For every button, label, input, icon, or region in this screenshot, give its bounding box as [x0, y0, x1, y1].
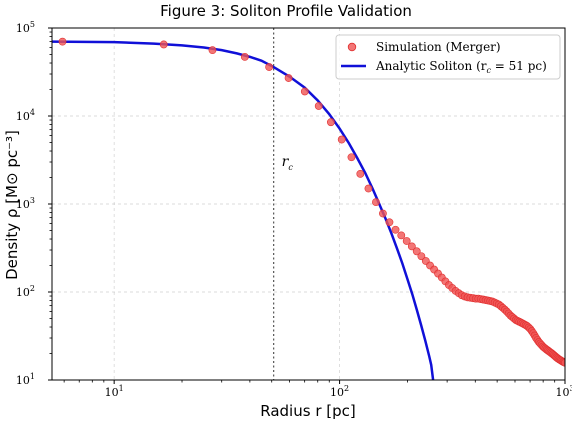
y-axis-label: Density ρ [M⊙ pc⁻³] [3, 130, 21, 280]
y-tick-label: 102 [16, 284, 35, 299]
data-point [397, 231, 406, 240]
data-point [412, 247, 421, 256]
legend-label-simulation: Simulation (Merger) [376, 40, 501, 54]
data-point [300, 87, 309, 96]
data-point [356, 169, 365, 178]
y-tick-label: 105 [16, 20, 35, 35]
x-tick-label: 103 [555, 384, 572, 399]
simulation-points [58, 37, 565, 367]
data-point [385, 218, 394, 227]
legend-label-soliton: Analytic Soliton (rc = 51 pc) [375, 59, 547, 75]
y-tick-label: 104 [16, 108, 35, 123]
data-point [364, 184, 373, 193]
data-point [417, 252, 426, 261]
data-point [240, 52, 249, 61]
data-point [265, 63, 274, 71]
vline-label: rc [282, 154, 294, 172]
x-axis-label: Radius r [pc] [260, 402, 355, 420]
data-point [407, 242, 416, 251]
x-tick-label: 101 [105, 384, 124, 399]
axes-frame [51, 27, 566, 381]
data-point [208, 46, 217, 55]
data-point [58, 37, 67, 46]
analytic-soliton-line [52, 40, 435, 380]
data-point [402, 237, 411, 245]
data-point [347, 153, 356, 162]
data-point [561, 358, 565, 367]
data-point [159, 40, 168, 49]
y-tick-label: 101 [16, 372, 35, 387]
data-point [391, 225, 400, 234]
y-tick-label: 103 [16, 196, 35, 211]
data-point [379, 209, 387, 218]
legend-marker-simulation [347, 42, 357, 52]
legend: Simulation (Merger) Analytic Soliton (rc… [335, 34, 561, 80]
x-tick-label: 102 [330, 384, 349, 399]
data-point [337, 135, 346, 144]
data-point [284, 74, 293, 82]
axis-ticks: 101 102 103 101 102 103 104 105 [16, 20, 572, 399]
data-point [314, 102, 323, 110]
chart-title: Figure 3: Soliton Profile Validation [160, 2, 412, 20]
data-point [372, 198, 380, 207]
data-point [326, 118, 335, 127]
plot-area [52, 28, 565, 380]
grid-lines [52, 27, 566, 381]
legend-box [335, 34, 561, 80]
